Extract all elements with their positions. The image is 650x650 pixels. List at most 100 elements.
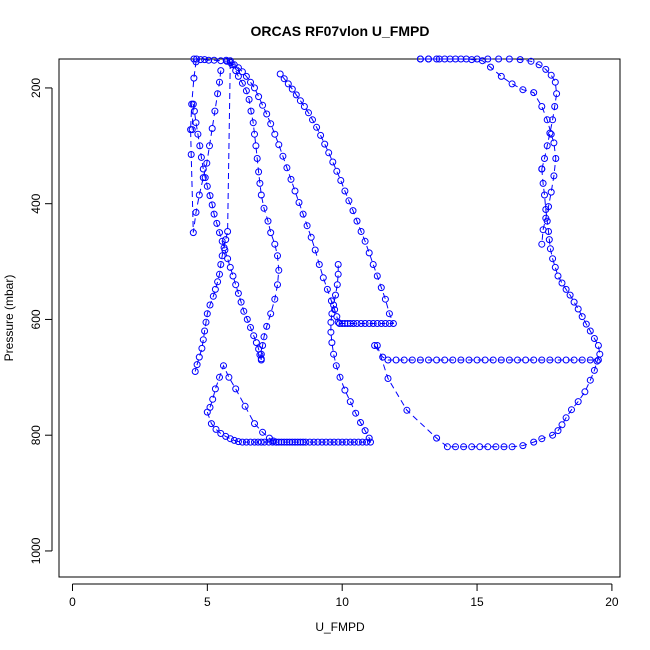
data-point [358, 438, 366, 446]
data-point [190, 74, 198, 82]
data-point [278, 438, 285, 446]
data-point [213, 219, 221, 227]
data-point [554, 427, 562, 435]
data-point [373, 320, 381, 327]
data-point [210, 56, 218, 64]
data-point [292, 91, 300, 99]
series-line [194, 60, 280, 372]
data-point [250, 332, 258, 340]
data-point [317, 131, 325, 139]
data-point [346, 438, 354, 446]
data-point [228, 61, 236, 69]
data-point [222, 236, 230, 244]
data-point [206, 301, 214, 309]
data-point [330, 438, 338, 446]
data-point [416, 356, 424, 364]
data-point [381, 320, 389, 327]
data-point [554, 272, 562, 280]
data-point [305, 109, 312, 117]
data-point [353, 320, 361, 327]
data-point [446, 55, 454, 63]
data-point [232, 281, 240, 289]
data-point [214, 278, 222, 286]
data-point [203, 310, 211, 318]
data-point [478, 57, 486, 65]
series-7 [306, 261, 374, 446]
data-point [253, 155, 261, 162]
data-point [328, 339, 336, 347]
data-point [257, 191, 265, 199]
series-13 [416, 55, 560, 248]
series-6 [206, 362, 280, 446]
series-line [376, 168, 601, 448]
data-point [338, 438, 346, 446]
data-point [245, 96, 253, 103]
data-point [208, 201, 216, 209]
y-tick-label: 200 [29, 78, 43, 98]
data-point [199, 165, 207, 173]
data-point [365, 320, 373, 327]
data-point [541, 191, 548, 199]
x-axis: 0 5 10 15 20 [69, 583, 619, 609]
data-point [379, 353, 387, 361]
data-point [280, 438, 288, 446]
series-line [225, 59, 339, 323]
data-point [255, 168, 263, 176]
data-point [256, 179, 264, 187]
data-point [337, 177, 345, 184]
series-5 [203, 408, 310, 446]
data-point [332, 291, 339, 299]
data-point [271, 240, 279, 248]
data-point [257, 356, 265, 364]
data-point [311, 246, 319, 254]
data-point [192, 208, 200, 216]
data-point [206, 192, 214, 200]
x-tick-label: 0 [69, 595, 76, 609]
y-axis: 200 400 600 800 1000 [29, 78, 53, 564]
data-point [547, 188, 555, 196]
series-line [191, 104, 262, 361]
data-point [303, 222, 311, 230]
data-point [522, 356, 530, 364]
data-point [321, 140, 329, 148]
series-11 [373, 165, 604, 451]
data-point [325, 149, 333, 157]
x-tick-label: 15 [470, 595, 484, 609]
data-point [433, 356, 441, 364]
data-point [214, 90, 222, 98]
data-point [400, 356, 408, 364]
data-point [274, 252, 281, 260]
data-point [551, 78, 559, 86]
data-point [259, 428, 267, 436]
data-point [294, 438, 302, 446]
data-point [527, 57, 535, 65]
data-point [195, 353, 203, 361]
data-point [251, 438, 258, 446]
data-point [201, 174, 209, 182]
data-point [530, 438, 538, 446]
data-point [570, 298, 578, 306]
data-point [473, 356, 481, 364]
data-point [275, 266, 283, 274]
y-axis-label: Pressure (mbar) [2, 275, 16, 362]
data-point [546, 245, 554, 253]
data-point [357, 320, 365, 327]
data-point [586, 356, 594, 364]
data-point [384, 375, 392, 382]
data-point [345, 197, 353, 205]
data-point [217, 67, 225, 75]
data-point [568, 406, 575, 414]
data-point [547, 71, 555, 79]
data-point [545, 203, 552, 211]
data-point [201, 327, 209, 335]
data-point [230, 436, 238, 444]
data-point [197, 153, 205, 161]
data-point [550, 139, 558, 147]
data-point [350, 438, 358, 446]
data-point [234, 438, 242, 446]
data-point [255, 93, 263, 101]
data-point [578, 356, 586, 364]
data-point [238, 68, 246, 76]
data-point [425, 356, 432, 364]
data-point [206, 142, 213, 150]
